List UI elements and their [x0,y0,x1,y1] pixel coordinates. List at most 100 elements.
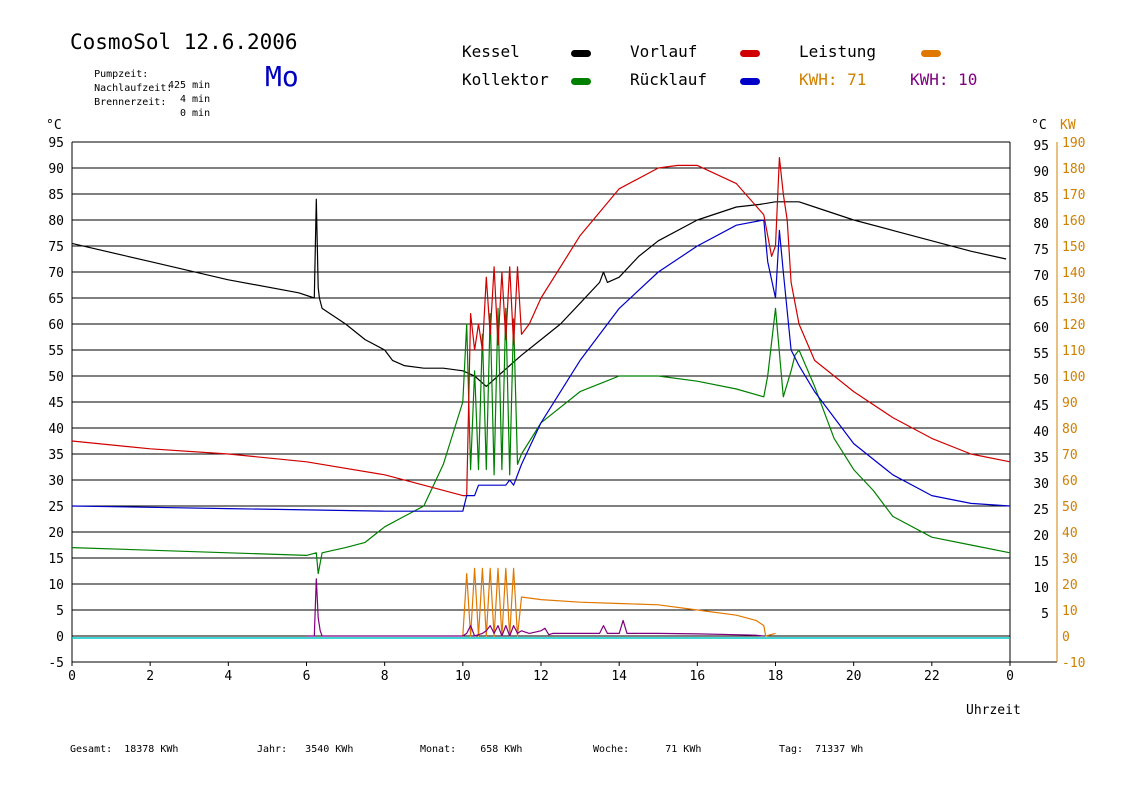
legend-ruecklauf-swatch [740,78,760,85]
y-tick-right-power: 90 [1062,396,1078,411]
x-tick-label: 8 [381,669,389,684]
y-tick-right-power: 70 [1062,448,1078,463]
weekday-label: Mo [265,60,299,93]
y-tick-right-temp: 50 [1033,373,1049,388]
x-tick-label: 10 [455,669,471,684]
x-axis-label: Uhrzeit [966,703,1021,718]
legend-kollektor-swatch [571,78,591,85]
footer-monat: Monat: 658 KWh [420,744,522,755]
y-tick-left: 0 [56,630,64,645]
y-tick-right-temp: 25 [1033,503,1049,518]
y-tick-right-temp: 75 [1033,243,1049,258]
x-tick-label: 2 [146,669,154,684]
gesamt-value: 18378 KWh [124,744,179,755]
legend-kwh1: KWH: 71 [799,70,866,89]
y-tick-right-temp: 85 [1033,191,1049,206]
y-tick-right-power: 60 [1062,474,1078,489]
x-tick-label: 18 [768,669,784,684]
x-tick-label: 0 [68,669,76,684]
y-tick-left: 95 [48,136,64,151]
series-line-leistung [462,567,776,637]
pumpzeit-row: Pumpzeit: 425 min [70,58,210,102]
x-tick-label: 22 [924,669,940,684]
woche-label: Woche: [593,744,630,755]
footer-gesamt: Gesamt: 18378 KWh [70,744,178,755]
legend-kessel-label: Kessel [462,42,520,61]
y-tick-right-power: 120 [1062,318,1085,333]
y-tick-right-power: 170 [1062,188,1085,203]
y-tick-right-power: 80 [1062,422,1078,437]
x-tick-label: 6 [303,669,311,684]
y-tick-right-power: 160 [1062,214,1085,229]
legend-vorlauf-label: Vorlauf [630,42,698,61]
y-tick-left: 15 [48,552,64,567]
footer-jahr: Jahr: 3540 KWh [257,744,353,755]
legend-kessel-swatch [571,50,591,57]
nachlaufzeit-row: Nachlaufzeit: 4 min [70,72,210,116]
x-tick-label: 12 [533,669,549,684]
chart-series [71,157,1011,639]
y-tick-right-temp: 55 [1033,347,1049,362]
x-tick-label: 14 [611,669,627,684]
legend-leistung-label: Leistung [799,42,877,61]
nachlaufzeit-value: 4 min [180,94,211,105]
brennerzeit-row: Brennerzeit: 0 min [70,86,210,130]
y-tick-left: 10 [48,578,64,593]
y-tick-right-temp: 5 [1041,607,1049,622]
chart-title: CosmoSol 12.6.2006 [70,30,298,54]
nachlaufzeit-label: Nachlaufzeit: [94,83,173,94]
x-tick-label: 20 [846,669,862,684]
y-tick-left: 60 [48,318,64,333]
series-line-ruecklauf [71,219,1011,512]
y-tick-left: 25 [48,500,64,515]
y-tick-right-temp: 30 [1033,477,1049,492]
y-tick-right-power: 50 [1062,500,1078,515]
y-tick-right-temp: 80 [1033,217,1049,232]
y-tick-right-temp: 20 [1033,529,1049,544]
pumpzeit-value: 425 min [168,80,211,91]
legend-kwh2-label: KWH: [910,70,949,89]
y-tick-right-temp: 35 [1033,451,1049,466]
legend-kwh1-label: KWH: [799,70,838,89]
jahr-value: 3540 KWh [305,744,354,755]
y-tick-right-power: 180 [1062,162,1085,177]
gesamt-label: Gesamt: [70,744,113,755]
y-tick-right-power: 0 [1062,630,1070,645]
x-tick-label: 0 [1006,669,1014,684]
footer-tag: Tag: 71337 Wh [779,744,863,755]
legend-kwh2-value: 10 [958,70,978,89]
brennerzeit-label: Brennerzeit: [94,97,167,108]
series-line-kessel [71,198,1007,387]
y-tick-left: 40 [48,422,64,437]
y-tick-left: 75 [48,240,64,255]
legend-leistung-swatch [921,50,941,57]
y-tick-right-temp: 65 [1033,295,1049,310]
y-tick-left: 45 [48,396,64,411]
y-tick-right-temp: 10 [1033,581,1049,596]
y-axis-left-label: °C [46,118,62,133]
y-tick-right-power: 30 [1062,552,1078,567]
y-tick-right-power: 140 [1062,266,1085,281]
y-axis-right-temp-label: °C [1031,118,1047,133]
y-tick-right-power: 100 [1062,370,1085,385]
y-tick-right-power: 150 [1062,240,1085,255]
y-tick-left: 50 [48,370,64,385]
y-tick-right-temp: 60 [1033,321,1049,336]
y-tick-left: 80 [48,214,64,229]
y-tick-left: 85 [48,188,64,203]
y-tick-left: -5 [48,656,64,671]
chart-axes: -505101520253035404550556065707580859095… [48,136,1085,684]
monat-label: Monat: [420,744,457,755]
y-tick-right-power: 20 [1062,578,1078,593]
y-tick-right-power: 130 [1062,292,1085,307]
y-tick-right-temp: 40 [1033,425,1049,440]
y-tick-left: 30 [48,474,64,489]
woche-value: 71 KWh [665,744,702,755]
series-line-leistung2 [306,578,764,637]
y-tick-left: 55 [48,344,64,359]
y-axis-right-power-label: KW [1060,118,1076,133]
pumpzeit-label: Pumpzeit: [94,69,149,80]
y-tick-left: 70 [48,266,64,281]
y-tick-right-temp: 90 [1033,165,1049,180]
